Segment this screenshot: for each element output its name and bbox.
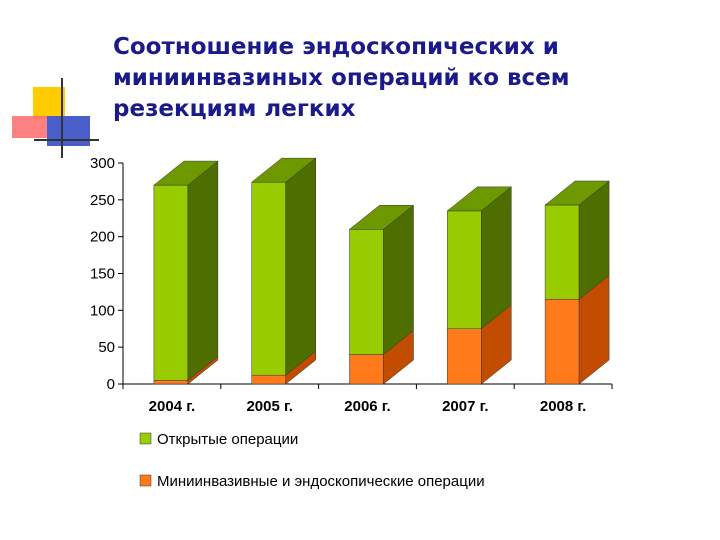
bar-stack	[544, 180, 610, 385]
legend-swatch	[139, 474, 152, 487]
x-tick-label: 2007 г.	[442, 398, 488, 415]
title-line-3: резекциям легких	[113, 96, 356, 122]
bar-side	[383, 204, 414, 356]
bar-top	[250, 157, 317, 183]
y-tick-label: 0	[107, 376, 115, 393]
chart-title: Соотношение эндоскопических и миниинвази…	[113, 32, 673, 125]
bar-segment	[447, 328, 482, 385]
legend-label: Миниинвазивные и эндоскопические операци…	[157, 473, 485, 490]
bar-segment	[447, 210, 482, 329]
bar-segment	[544, 204, 580, 300]
yellow-square	[33, 87, 65, 119]
bar-segment	[349, 354, 384, 385]
legend-label: Открытые операции	[157, 431, 298, 448]
bar-segment	[153, 184, 189, 381]
title-line-1: Соотношение эндоскопических и	[113, 34, 559, 60]
y-tick-label: 300	[90, 155, 115, 172]
bars	[153, 157, 610, 385]
bar-top	[544, 180, 610, 206]
y-tick-label: 150	[90, 266, 115, 283]
y-tick-label: 250	[90, 192, 115, 209]
bar-segment	[251, 374, 286, 385]
title-line-2: миниинвазиных операций ко всем	[113, 65, 570, 91]
x-tick-label: 2008 г.	[540, 398, 586, 415]
bar-side	[187, 160, 219, 381]
x-tick-label: 2004 г.	[149, 398, 195, 415]
bar-stack	[348, 204, 415, 385]
y-tick-label: 100	[90, 302, 115, 319]
bar-stack	[153, 160, 219, 385]
bar-segment	[153, 380, 189, 385]
bar-segment	[349, 229, 384, 355]
bar-top	[153, 160, 219, 186]
bar-segment	[544, 299, 580, 385]
axes: 0 50 100 150 200 250 300 2004 г. 2005 г. 2006 г. 2…	[90, 155, 613, 415]
y-tick-label: 200	[90, 229, 115, 246]
bar-side	[285, 157, 316, 376]
bar-top	[348, 205, 415, 230]
bar-stack	[250, 157, 317, 385]
legend: Открытые операции Миниинвазивные и эндоск…	[139, 431, 485, 490]
x-tick-label: 2006 г.	[344, 398, 390, 415]
red-square	[12, 116, 57, 138]
x-tick-label: 2005 г.	[246, 398, 292, 415]
legend-swatch	[139, 432, 152, 445]
bar-side	[481, 186, 512, 330]
bar-stack	[446, 186, 513, 385]
bar-segment	[251, 181, 286, 376]
y-tick-label: 50	[98, 339, 115, 356]
bar-top	[446, 186, 513, 212]
